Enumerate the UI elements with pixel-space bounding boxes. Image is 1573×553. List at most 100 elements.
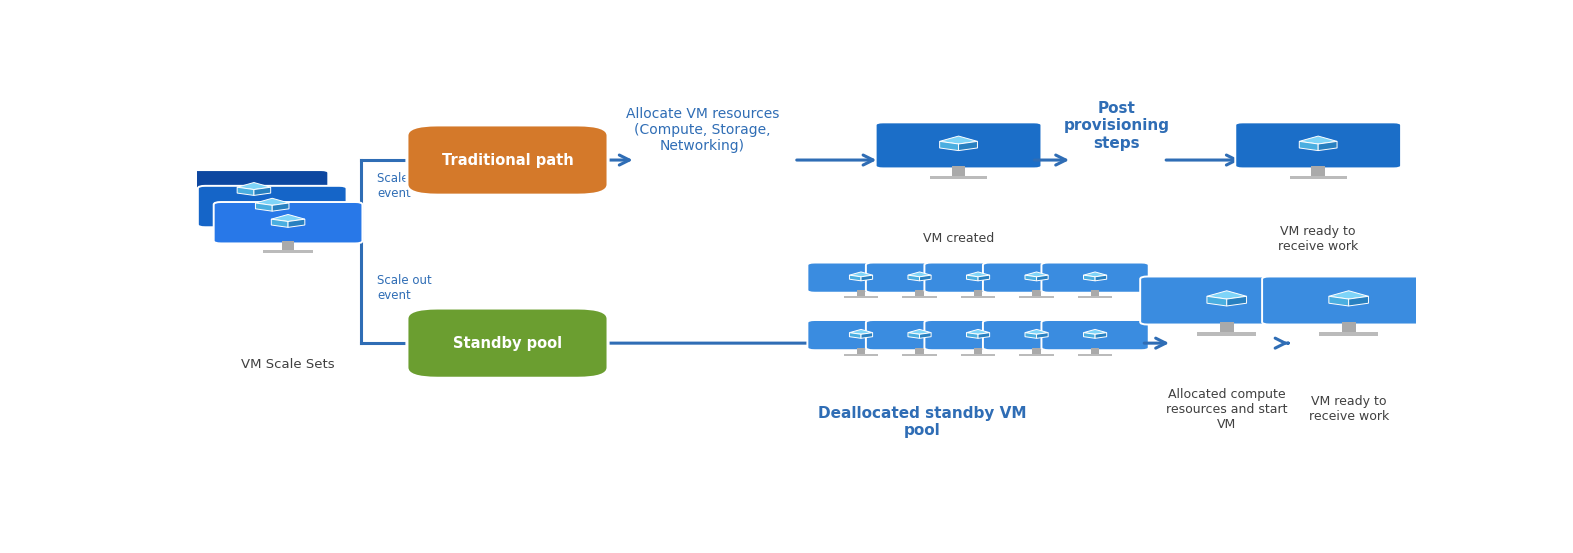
FancyBboxPatch shape <box>1235 122 1402 169</box>
Bar <box>1078 354 1112 356</box>
Bar <box>974 290 982 296</box>
Polygon shape <box>966 333 978 338</box>
Polygon shape <box>1026 330 1048 334</box>
Polygon shape <box>1348 296 1369 306</box>
Text: VM Scale Sets: VM Scale Sets <box>241 358 335 371</box>
FancyBboxPatch shape <box>876 122 1041 169</box>
Bar <box>1019 296 1054 298</box>
Bar <box>247 233 297 236</box>
Bar <box>974 348 982 354</box>
Polygon shape <box>908 272 931 277</box>
Text: Scale out
event: Scale out event <box>378 274 433 302</box>
Polygon shape <box>1095 275 1107 281</box>
Bar <box>249 209 260 218</box>
Bar <box>1019 354 1054 356</box>
Text: VM ready to
receive work: VM ready to receive work <box>1309 395 1389 423</box>
FancyBboxPatch shape <box>807 263 914 293</box>
Text: Traditional path: Traditional path <box>442 153 574 168</box>
Text: Allocated compute
resources and start
VM: Allocated compute resources and start VM <box>1166 388 1287 431</box>
Bar <box>857 348 865 354</box>
Polygon shape <box>1206 296 1227 306</box>
Bar <box>1197 332 1257 336</box>
Polygon shape <box>908 330 931 334</box>
FancyBboxPatch shape <box>214 202 362 243</box>
FancyBboxPatch shape <box>1041 320 1148 350</box>
Polygon shape <box>288 219 305 227</box>
Bar <box>903 296 938 298</box>
Bar <box>1219 322 1233 332</box>
FancyBboxPatch shape <box>407 125 609 195</box>
Polygon shape <box>1026 272 1048 277</box>
Polygon shape <box>1329 296 1348 306</box>
Bar <box>263 250 313 253</box>
FancyBboxPatch shape <box>407 308 609 378</box>
Bar <box>1312 166 1324 176</box>
FancyBboxPatch shape <box>983 320 1090 350</box>
Polygon shape <box>860 275 873 281</box>
Polygon shape <box>272 203 289 211</box>
Text: Deallocated standby VM
pool: Deallocated standby VM pool <box>818 406 1026 438</box>
Polygon shape <box>1227 296 1246 306</box>
Polygon shape <box>849 275 860 281</box>
Polygon shape <box>1026 333 1037 338</box>
Bar <box>266 225 278 233</box>
Polygon shape <box>1329 291 1369 299</box>
Text: Scale out
event: Scale out event <box>378 171 433 200</box>
Polygon shape <box>908 275 920 281</box>
Polygon shape <box>920 275 931 281</box>
Text: VM created: VM created <box>923 232 994 246</box>
Bar <box>228 218 278 221</box>
FancyBboxPatch shape <box>925 263 1032 293</box>
Polygon shape <box>1084 330 1107 334</box>
Bar <box>1032 290 1041 296</box>
Polygon shape <box>1037 275 1048 281</box>
Polygon shape <box>1084 275 1095 281</box>
Bar <box>1092 348 1100 354</box>
Polygon shape <box>849 333 860 338</box>
Polygon shape <box>1084 333 1095 338</box>
Text: Post
provisioning
steps: Post provisioning steps <box>1063 101 1170 151</box>
Text: VM ready to
receive work: VM ready to receive work <box>1277 225 1359 253</box>
Bar <box>952 166 966 176</box>
Polygon shape <box>939 136 977 144</box>
Bar <box>843 296 878 298</box>
Polygon shape <box>849 330 873 334</box>
FancyBboxPatch shape <box>1041 263 1148 293</box>
Polygon shape <box>1026 275 1037 281</box>
Polygon shape <box>238 187 253 195</box>
Polygon shape <box>939 142 958 150</box>
Bar <box>915 290 923 296</box>
Text: Allocate VM resources
(Compute, Storage,
Networking): Allocate VM resources (Compute, Storage,… <box>626 107 779 153</box>
Polygon shape <box>1095 333 1107 338</box>
Polygon shape <box>1084 272 1107 277</box>
Bar <box>1032 348 1041 354</box>
Polygon shape <box>271 215 305 222</box>
Text: Standby pool: Standby pool <box>453 336 562 351</box>
Bar <box>961 354 996 356</box>
Polygon shape <box>1318 142 1337 150</box>
Polygon shape <box>1206 291 1246 299</box>
FancyBboxPatch shape <box>865 263 974 293</box>
Polygon shape <box>253 187 271 195</box>
Bar <box>282 241 294 250</box>
Polygon shape <box>966 275 978 281</box>
FancyBboxPatch shape <box>983 263 1090 293</box>
Polygon shape <box>978 275 989 281</box>
Polygon shape <box>255 199 289 205</box>
FancyBboxPatch shape <box>198 186 346 227</box>
FancyBboxPatch shape <box>1262 276 1435 325</box>
Polygon shape <box>908 333 920 338</box>
Bar <box>857 290 865 296</box>
FancyBboxPatch shape <box>865 320 974 350</box>
Polygon shape <box>1037 333 1048 338</box>
Bar <box>930 176 986 179</box>
Bar <box>1290 176 1346 179</box>
Bar <box>961 296 996 298</box>
Bar <box>1318 332 1378 336</box>
FancyBboxPatch shape <box>179 170 329 211</box>
Polygon shape <box>860 333 873 338</box>
Polygon shape <box>1299 142 1318 150</box>
Bar <box>1092 290 1100 296</box>
FancyBboxPatch shape <box>1140 276 1313 325</box>
Bar <box>843 354 878 356</box>
